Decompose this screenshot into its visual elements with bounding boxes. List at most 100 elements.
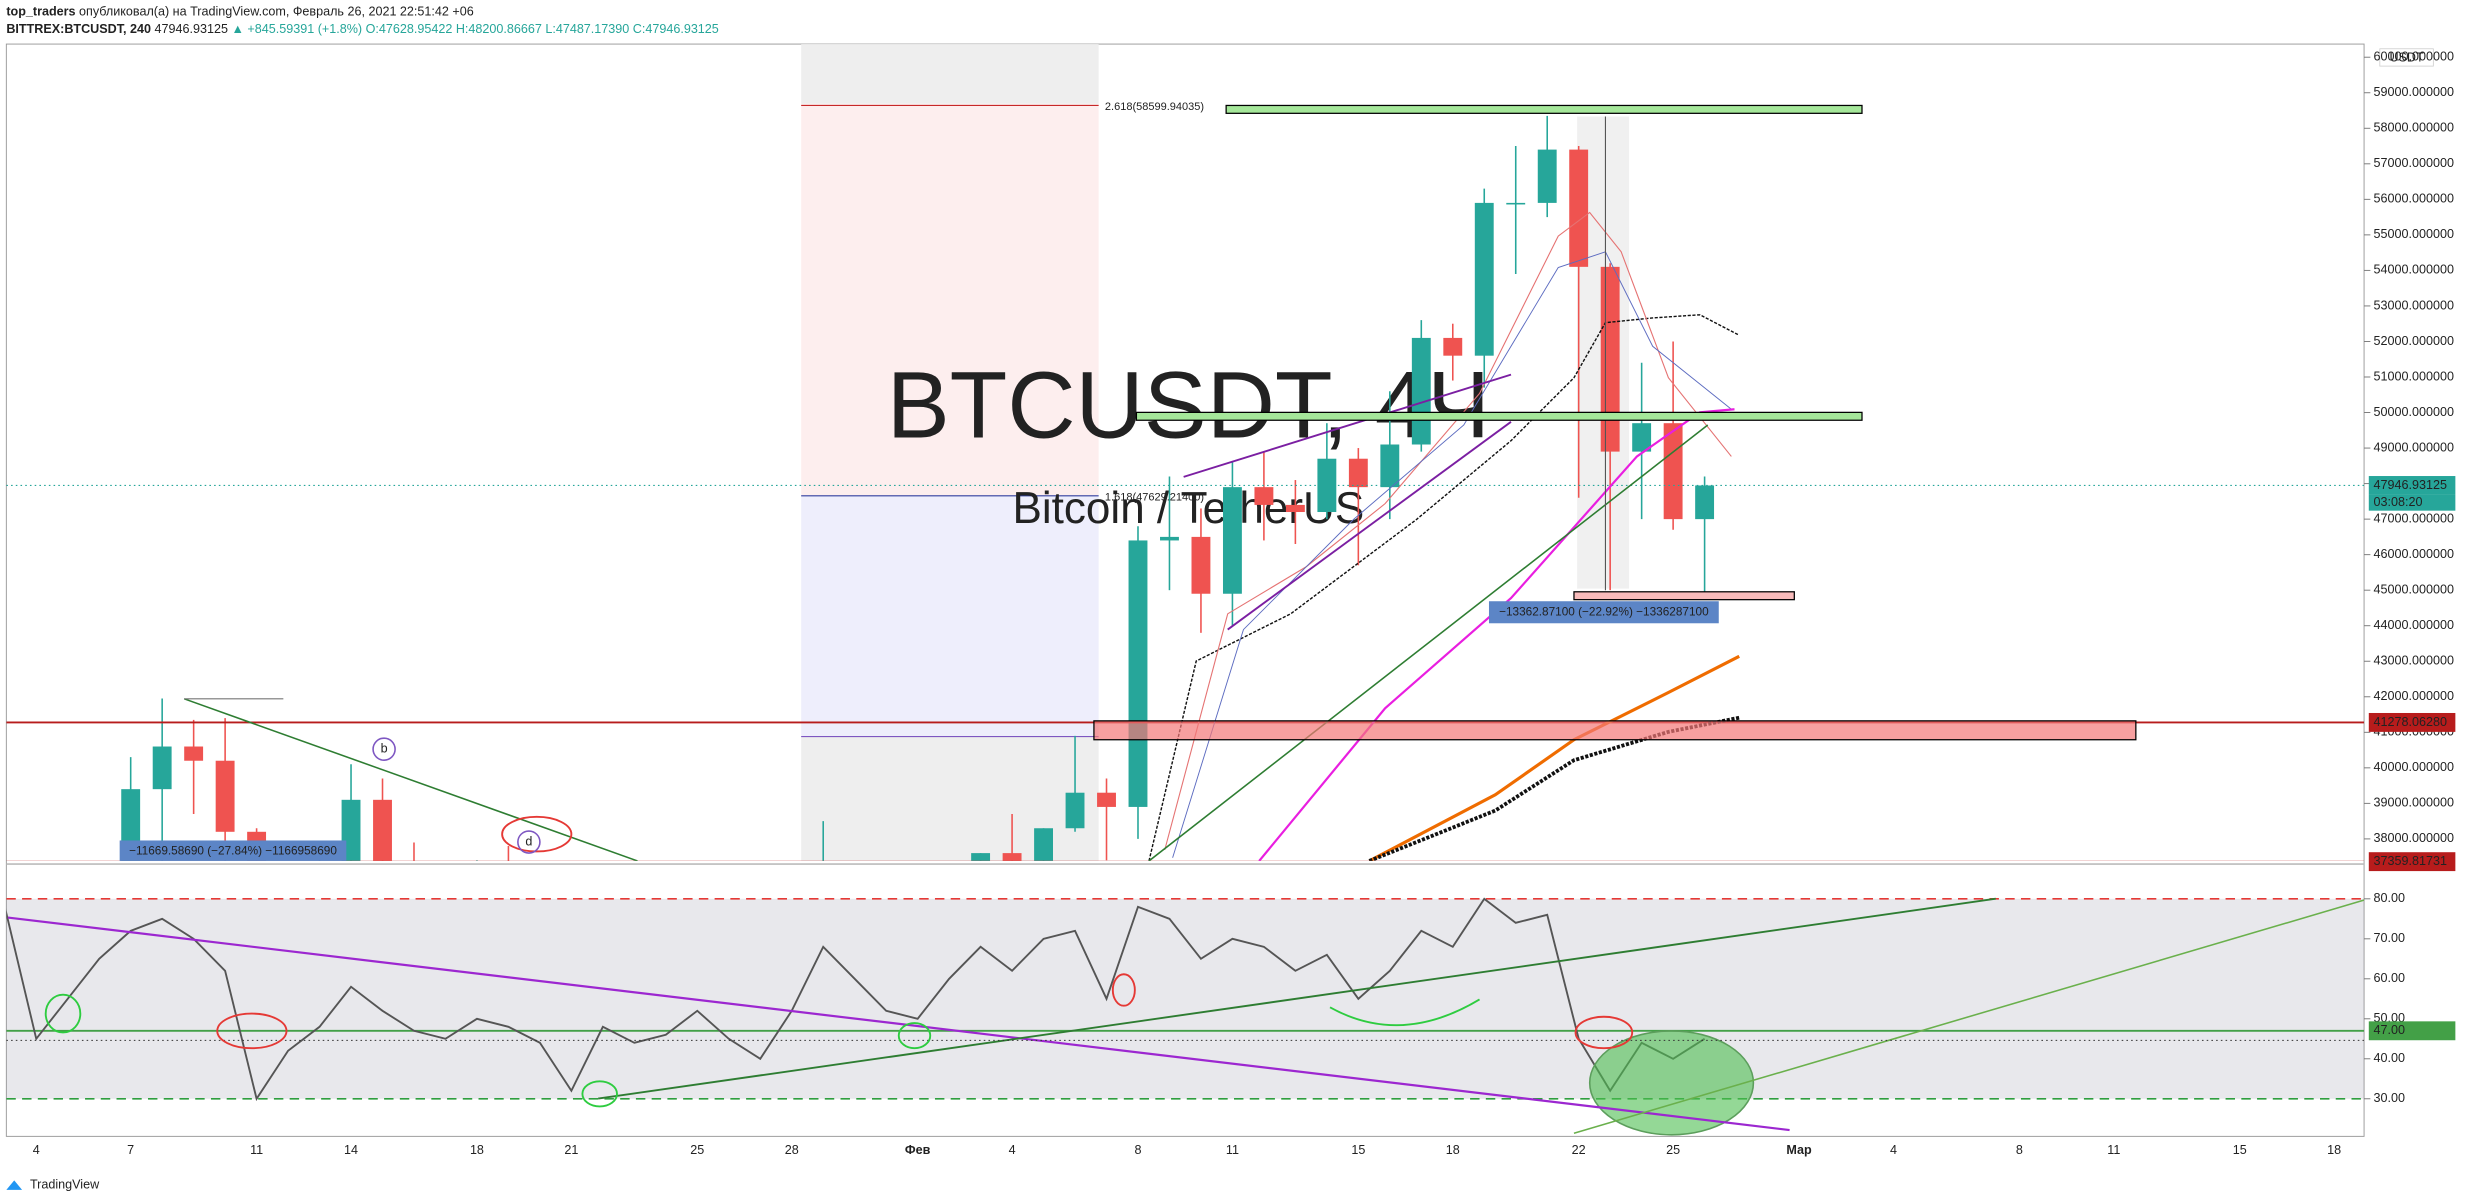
y-tick-label: 44000.000000 xyxy=(2374,618,2454,632)
circle-mark xyxy=(517,830,541,854)
y-tick-label: 60000.000000 xyxy=(2374,50,2454,64)
level-label: 41278.06280 xyxy=(2374,715,2447,729)
level-label: 37359.81731 xyxy=(2374,854,2447,868)
shade xyxy=(801,495,1099,737)
x-tick-label: Фев xyxy=(905,1143,931,1157)
trend-line xyxy=(1148,424,1709,861)
candle-body xyxy=(1348,458,1368,488)
x-tick-label: 18 xyxy=(2327,1143,2341,1157)
circle-mark xyxy=(216,1012,288,1050)
candle-body xyxy=(1034,828,1053,861)
circle-mark xyxy=(1574,1015,1634,1050)
y-tick-label: 43000.000000 xyxy=(2374,654,2454,668)
shade xyxy=(801,44,1099,104)
x-tick-label: 4 xyxy=(33,1143,40,1157)
y-tick-label: 80.00 xyxy=(2374,891,2405,905)
rsi-line xyxy=(6,897,1706,1102)
level-badge xyxy=(2368,1021,2456,1041)
candle-body xyxy=(1506,202,1526,205)
published: опубликовал(а) на TradingView.com, Февра… xyxy=(79,5,474,19)
y-tick-label: 49000.000000 xyxy=(2374,440,2454,454)
y-tick-label: 53000.000000 xyxy=(2374,298,2454,312)
x-tick-label: 8 xyxy=(1134,1143,1141,1157)
candle-body xyxy=(1317,458,1337,513)
y-tick-label: 39000.000000 xyxy=(2374,796,2454,810)
x-tick-label: 21 xyxy=(564,1143,578,1157)
fib-label: 2.618(58599.94035) xyxy=(1105,101,1204,113)
logo xyxy=(6,1180,23,1190)
watermark-sub: Bitcoin / TetherUS xyxy=(1012,484,1364,533)
x-tick-label: 14 xyxy=(344,1143,358,1157)
y-tick-label: 56000.000000 xyxy=(2374,192,2454,206)
level-badge xyxy=(2368,852,2456,872)
y-tick-label: 42000.000000 xyxy=(2374,689,2454,703)
x-tick-label: 4 xyxy=(1890,1143,1897,1157)
candle-body xyxy=(1663,423,1683,520)
x-tick-label: 8 xyxy=(2016,1143,2023,1157)
x-tick-label: 4 xyxy=(1009,1143,1016,1157)
last: 47946.93125 xyxy=(155,22,228,36)
candle-body xyxy=(1380,444,1400,488)
y-tick-label: 40.00 xyxy=(2374,1051,2405,1065)
candle-body xyxy=(1695,485,1715,520)
candle-body xyxy=(373,799,392,861)
highlight xyxy=(1588,1030,1755,1136)
measure-box xyxy=(1488,601,1719,624)
countdown-badge xyxy=(2368,494,2456,511)
arc-mark xyxy=(1329,998,1481,1027)
x-tick-label: 18 xyxy=(470,1143,484,1157)
candle-body xyxy=(152,746,172,790)
trend-line xyxy=(1227,421,1512,631)
candle-body xyxy=(971,853,991,861)
watermark: BTCUSDT, 4Ч xyxy=(887,353,1490,458)
symbol-line: BITTREX:BTCUSDT, 240 47946.93125 ▲ +845.… xyxy=(6,22,718,36)
rsi-band-fill xyxy=(6,898,2365,1099)
candle-body xyxy=(1002,853,1022,861)
y-tick-label: 52000.000000 xyxy=(2374,334,2454,348)
trend-line xyxy=(1573,899,2365,1134)
shade xyxy=(801,103,1099,496)
x-tick-label: Мар xyxy=(1786,1143,1812,1157)
circle-mark xyxy=(581,1080,618,1108)
trend-line xyxy=(1183,373,1512,478)
candle-body xyxy=(1097,792,1116,807)
candle-body xyxy=(184,746,204,761)
rsi-plot xyxy=(6,897,2365,1102)
circle-mark xyxy=(501,815,573,853)
level-label: 47.00 xyxy=(2374,1023,2405,1037)
level-badge xyxy=(2368,476,2456,495)
candle-body xyxy=(1285,504,1305,513)
y-tick-label: 59000.000000 xyxy=(2374,85,2454,99)
y-tick-label: 40000.000000 xyxy=(2374,760,2454,774)
y-tick-label: 60.00 xyxy=(2374,971,2405,985)
candle-body xyxy=(1569,149,1589,267)
measure-label: −13362.87100 (−22.92%) −1336287100 xyxy=(1499,604,1709,618)
x-tick-label: 11 xyxy=(250,1143,263,1157)
currency: USDT xyxy=(2389,51,2424,65)
symbol: BITTREX:BTCUSDT, 240 xyxy=(6,22,151,36)
trend-line xyxy=(7,916,1790,1132)
x-tick-label: 28 xyxy=(785,1143,799,1157)
candle-body xyxy=(1600,266,1620,452)
candle-body xyxy=(1411,337,1431,445)
y-tick-label: 30.00 xyxy=(2374,1091,2405,1105)
y-tick-label: 50000.000000 xyxy=(2374,405,2454,419)
currency-box xyxy=(2379,48,2434,67)
header-line: top_traders опубликовал(а) на TradingVie… xyxy=(6,5,473,19)
x-tick-label: 11 xyxy=(2107,1143,2120,1157)
y-tick-label: 58000.000000 xyxy=(2374,121,2454,135)
shade xyxy=(801,736,1099,861)
footer: TradingView xyxy=(30,1177,100,1191)
zone xyxy=(1093,720,2137,741)
candle-body xyxy=(1128,540,1148,807)
author: top_traders xyxy=(6,5,75,19)
level-badge xyxy=(2368,712,2456,732)
candle-body xyxy=(1222,487,1242,594)
change: ▲ +845.59391 (+1.8%) xyxy=(231,22,362,36)
x-tick-label: 22 xyxy=(1572,1143,1586,1157)
rsi-drawings xyxy=(6,897,2365,1136)
x-tick-label: 25 xyxy=(690,1143,704,1157)
